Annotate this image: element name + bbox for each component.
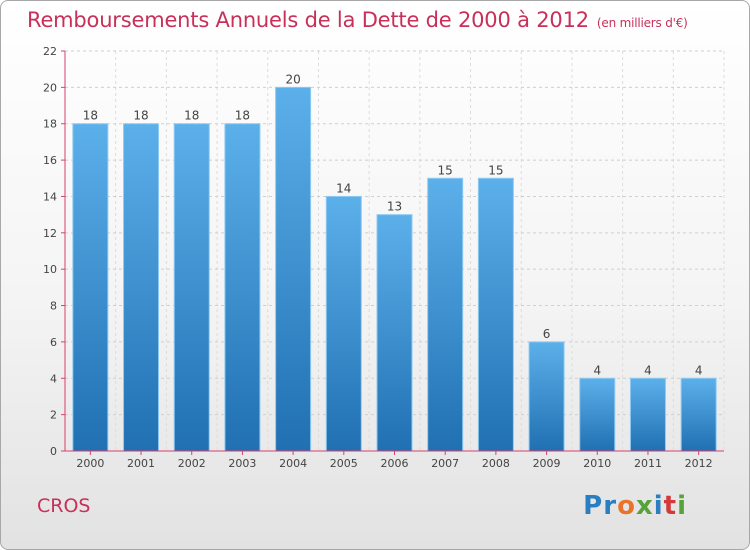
y-tick-label: 18 bbox=[43, 118, 57, 131]
labels: 0 2 4 6 8 10 12 14 16 18 20 22 18 2000 18 2001 18 2002 18 2… bbox=[43, 45, 713, 470]
logo-letter: Pr bbox=[583, 491, 618, 521]
x-tick-label: 2002 bbox=[178, 457, 206, 470]
axes bbox=[61, 50, 724, 455]
data-label: 13 bbox=[387, 200, 402, 214]
y-tick-label: 16 bbox=[43, 154, 57, 167]
y-tick-label: 2 bbox=[50, 409, 57, 422]
y-tick-label: 12 bbox=[43, 227, 57, 240]
data-label: 18 bbox=[133, 109, 148, 123]
bar bbox=[325, 195, 362, 452]
x-tick-label: 2003 bbox=[228, 457, 256, 470]
y-tick-label: 10 bbox=[43, 263, 57, 276]
bar bbox=[72, 123, 109, 452]
data-label: 18 bbox=[235, 109, 250, 123]
data-label: 14 bbox=[336, 181, 351, 195]
x-tick-label: 2010 bbox=[583, 457, 611, 470]
logo-letter: o bbox=[617, 491, 636, 521]
data-label: 20 bbox=[285, 72, 300, 86]
bar bbox=[376, 214, 413, 452]
x-tick-label: 2012 bbox=[685, 457, 713, 470]
x-tick-label: 2000 bbox=[76, 457, 104, 470]
y-tick-label: 20 bbox=[43, 81, 57, 94]
data-label: 15 bbox=[438, 163, 453, 177]
place-name: CROS bbox=[37, 495, 91, 517]
logo-letter: i bbox=[653, 491, 664, 521]
x-tick-label: 2005 bbox=[330, 457, 358, 470]
bar bbox=[123, 123, 160, 452]
y-tick-label: 8 bbox=[50, 300, 57, 313]
data-label: 18 bbox=[83, 109, 98, 123]
data-label: 15 bbox=[488, 163, 503, 177]
data-label: 4 bbox=[593, 363, 601, 377]
x-tick-label: 2009 bbox=[533, 457, 561, 470]
y-tick-label: 6 bbox=[50, 336, 57, 349]
chart-title-text: Remboursements Annuels de la Dette de 20… bbox=[27, 8, 589, 32]
y-tick-label: 4 bbox=[50, 372, 57, 385]
bar bbox=[173, 123, 210, 452]
x-tick-label: 2001 bbox=[127, 457, 155, 470]
bar bbox=[680, 377, 717, 452]
x-tick-label: 2007 bbox=[431, 457, 459, 470]
bar bbox=[579, 377, 616, 452]
bar bbox=[427, 177, 464, 452]
data-label: 18 bbox=[184, 109, 199, 123]
chart-subtitle: (en milliers d'€) bbox=[596, 16, 688, 30]
y-tick-label: 0 bbox=[50, 445, 57, 458]
bar bbox=[528, 341, 565, 452]
bar bbox=[629, 377, 666, 452]
bar bbox=[477, 177, 514, 452]
proxiti-logo[interactable]: Proxiti bbox=[583, 491, 687, 521]
logo-letter: t bbox=[663, 491, 678, 521]
y-tick-label: 14 bbox=[43, 190, 57, 203]
data-label: 6 bbox=[543, 327, 551, 341]
data-label: 4 bbox=[695, 363, 703, 377]
bar bbox=[224, 123, 261, 452]
y-tick-label: 22 bbox=[43, 45, 57, 58]
logo-letter: x bbox=[635, 491, 654, 521]
x-tick-label: 2011 bbox=[634, 457, 662, 470]
x-tick-label: 2008 bbox=[482, 457, 510, 470]
chart-title: Remboursements Annuels de la Dette de 20… bbox=[27, 8, 688, 32]
x-tick-label: 2006 bbox=[381, 457, 409, 470]
logo-letter: i bbox=[677, 491, 687, 521]
bar bbox=[275, 86, 312, 452]
x-tick-label: 2004 bbox=[279, 457, 307, 470]
bars bbox=[72, 86, 717, 452]
data-label: 4 bbox=[644, 363, 652, 377]
